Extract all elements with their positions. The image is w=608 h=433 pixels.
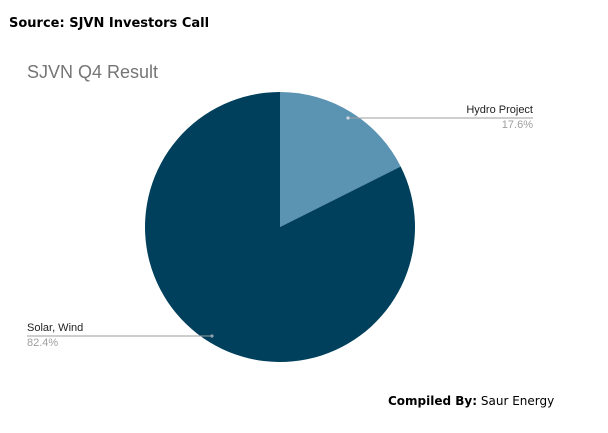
slice-name-hydro: Hydro Project: [466, 104, 533, 116]
pie-slice-solar-wind: [145, 91, 416, 362]
leader-dot-solar-wind: [210, 334, 214, 338]
source-caption: Source: SJVN Investors Call: [9, 16, 210, 31]
compiled-label: Compiled By:: [388, 394, 478, 408]
pie-slice-hydro: [280, 92, 401, 227]
slice-label-hydro: Hydro Project 17.6%: [346, 104, 533, 131]
chart-title: SJVN Q4 Result: [27, 62, 159, 82]
compiled-value: Saur Energy: [480, 394, 555, 408]
slice-name-solar-wind: Solar, Wind: [27, 322, 83, 334]
slice-label-solar-wind: Solar, Wind 82.4%: [27, 322, 214, 349]
slice-value-hydro: 17.6%: [502, 119, 533, 131]
compiled-by: Compiled By: Saur Energy: [388, 394, 554, 408]
slice-value-solar-wind: 82.4%: [27, 337, 58, 349]
leader-dot-hydro: [346, 116, 350, 120]
